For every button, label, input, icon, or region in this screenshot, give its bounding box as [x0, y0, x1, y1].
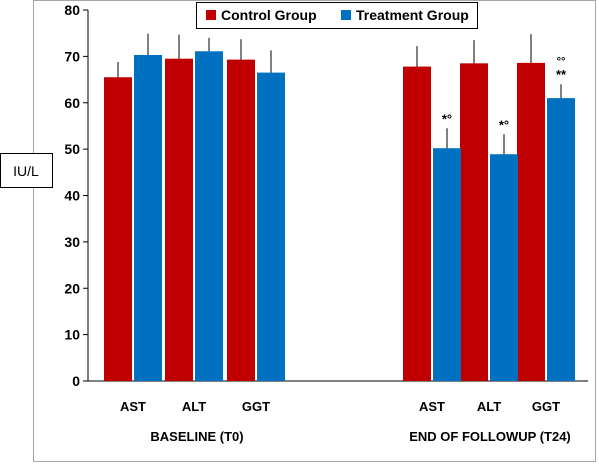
y-tick-label: 10	[64, 327, 80, 343]
treatment-bar-alt	[195, 51, 223, 382]
legend-label: Control Group	[221, 7, 317, 23]
control-bar-ggt	[227, 59, 255, 382]
treatment-bar-ast	[433, 148, 461, 381]
control-bar-ggt	[517, 62, 545, 382]
x-group-label: BASELINE (T0)	[150, 429, 243, 444]
significance-marker-top: °°	[557, 56, 566, 68]
legend-label: Treatment Group	[356, 7, 469, 23]
y-tick-label: 0	[72, 373, 80, 389]
treatment-bar-ggt	[257, 72, 285, 381]
x-group-label: END OF FOLLOWUP (T24)	[409, 429, 571, 444]
y-tick-label: 80	[64, 2, 80, 18]
x-category-label: GGT	[532, 399, 560, 414]
legend-box	[196, 2, 478, 29]
x-category-label: AST	[419, 399, 445, 414]
significance-marker: *°	[499, 117, 509, 132]
x-category-label: AST	[120, 399, 146, 414]
y-tick-label: 60	[64, 95, 80, 111]
y-axis-label: IU/L	[13, 163, 39, 179]
y-tick-label: 70	[64, 48, 80, 64]
x-category-label: ALT	[182, 399, 206, 414]
y-axis-label-box	[0, 153, 53, 188]
y-tick-label: 30	[64, 234, 80, 250]
treatment-bar-ast	[134, 54, 162, 381]
treatment-bar-alt	[490, 154, 518, 381]
significance-marker: *°	[442, 111, 452, 126]
legend-swatch	[341, 10, 351, 20]
x-category-label: ALT	[477, 399, 501, 414]
y-tick-label: 50	[64, 141, 80, 157]
y-tick-label: 20	[64, 280, 80, 296]
control-bar-ast	[403, 66, 431, 381]
significance-marker: **	[556, 67, 567, 82]
legend-swatch	[206, 10, 216, 20]
control-bar-alt	[165, 58, 193, 381]
control-bar-alt	[460, 63, 488, 382]
x-category-label: GGT	[242, 399, 270, 414]
control-bar-ast	[104, 77, 132, 382]
y-tick-label: 40	[64, 188, 80, 204]
treatment-bar-ggt	[547, 98, 575, 382]
